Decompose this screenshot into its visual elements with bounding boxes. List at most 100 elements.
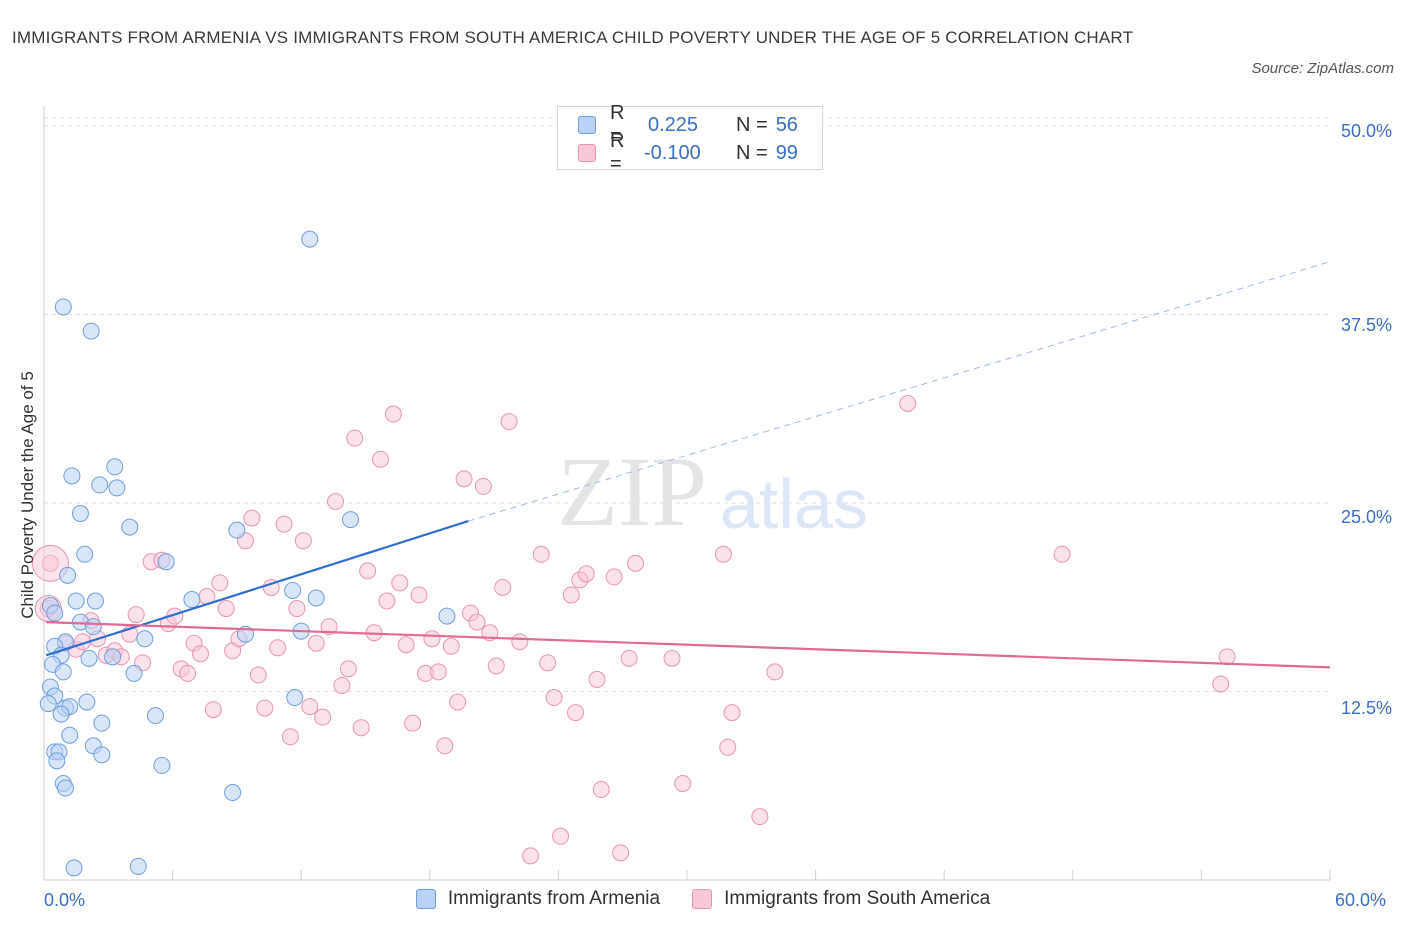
point-armenia: [125, 664, 143, 682]
point-armenia: [286, 689, 304, 707]
point-south-america: [605, 568, 623, 586]
y-tick-label-50: 50.0%: [1340, 121, 1392, 141]
point-armenia: [46, 604, 64, 622]
chart-title: IMMIGRANTS FROM ARMENIA VS IMMIGRANTS FR…: [12, 28, 1134, 47]
point-south-america: [487, 657, 505, 675]
x-tick-label-max: 60.0%: [1335, 890, 1387, 910]
y-tick-label-25: 25.0%: [1340, 507, 1392, 527]
point-south-america: [314, 708, 332, 726]
watermark: ZIP atlas: [557, 436, 868, 547]
legend-swatch-south-america: [692, 889, 713, 909]
point-armenia: [157, 553, 175, 571]
point-south-america: [404, 714, 422, 732]
legend-item-armenia[interactable]: Immigrants from Armenia: [415, 888, 661, 910]
watermark-atlas: atlas: [720, 465, 868, 543]
point-armenia: [136, 630, 154, 648]
point-south-america: [468, 613, 486, 631]
y-tick-label-12-5: 12.5%: [1340, 698, 1392, 718]
legend-label-south-america: Immigrants from South America: [724, 888, 991, 909]
point-south-america: [204, 701, 222, 719]
legend-r-value-south-america: -0.100: [644, 141, 701, 164]
point-armenia: [183, 591, 201, 609]
legend-n-value-south-america: 99: [775, 141, 798, 164]
point-armenia: [341, 511, 359, 529]
legend-n-label: N =: [736, 113, 768, 136]
point-south-america: [723, 704, 741, 722]
point-south-america: [378, 592, 396, 610]
gridlines: [44, 117, 1330, 692]
point-armenia: [71, 505, 89, 523]
point-armenia: [91, 476, 109, 494]
point-armenia: [129, 857, 147, 875]
point-south-america: [384, 405, 402, 423]
point-south-america: [511, 633, 529, 651]
point-south-america: [562, 586, 580, 604]
legend-label-armenia: Immigrants from Armenia: [447, 888, 661, 909]
point-armenia: [39, 695, 57, 713]
point-armenia: [80, 649, 98, 667]
point-south-america: [612, 844, 630, 862]
point-armenia: [153, 756, 171, 774]
point-south-america: [217, 600, 235, 618]
point-south-america: [359, 562, 377, 580]
point-south-america: [577, 565, 595, 583]
point-south-america: [333, 676, 351, 694]
point-south-america: [436, 737, 454, 755]
point-armenia: [93, 714, 111, 732]
legend-item-south-america[interactable]: Immigrants from South America: [692, 888, 990, 910]
point-armenia: [59, 566, 77, 584]
point-south-america: [522, 847, 540, 865]
point-south-america: [243, 509, 261, 527]
point-south-america: [256, 699, 274, 717]
axes: [43, 106, 1331, 881]
legend-r-label: R =: [610, 102, 625, 147]
legend-row-south-america: R = -0.100 N = 99: [578, 130, 798, 175]
correlation-legend: R = 0.225 N = 56 R = -0.100 N = 99: [557, 102, 823, 175]
point-armenia: [82, 322, 100, 340]
point-armenia: [78, 693, 96, 711]
point-armenia: [54, 663, 72, 681]
point-south-america: [281, 728, 299, 746]
point-south-america: [429, 663, 447, 681]
point-south-america: [500, 413, 518, 431]
point-south-america: [674, 774, 692, 792]
point-armenia: [56, 779, 74, 797]
point-south-america: [410, 586, 428, 604]
point-armenia: [65, 859, 83, 877]
point-armenia: [86, 592, 104, 610]
point-armenia: [106, 458, 124, 476]
point-south-america: [301, 698, 319, 716]
legend-n-label: N =: [736, 141, 768, 164]
y-tick-label-37-5: 37.5%: [1340, 315, 1392, 335]
point-armenia: [104, 648, 122, 666]
point-south-america: [663, 649, 681, 667]
point-armenia: [438, 607, 456, 625]
point-armenia: [224, 784, 242, 802]
point-south-america: [346, 429, 364, 447]
point-south-america: [372, 450, 390, 468]
point-armenia: [61, 726, 79, 744]
point-south-america: [766, 663, 784, 681]
legend-swatch-armenia: [578, 116, 596, 134]
point-south-america: [391, 574, 409, 592]
point-armenia: [284, 581, 302, 599]
point-south-america: [494, 578, 512, 596]
point-armenia: [76, 545, 94, 563]
point-south-america: [899, 394, 917, 412]
point-south-america: [442, 637, 460, 655]
point-south-america: [249, 666, 267, 684]
legend-swatch-south-america: [578, 144, 596, 162]
point-south-america: [455, 470, 473, 488]
point-south-america: [397, 636, 415, 654]
point-south-america: [532, 545, 550, 563]
point-south-america: [719, 738, 737, 756]
chart-source: Source: ZipAtlas.com: [1251, 60, 1394, 77]
series-south-america-points: [31, 394, 1236, 865]
point-south-america: [751, 808, 769, 826]
x-tick-label-min: 0.0%: [44, 890, 86, 910]
point-south-america: [620, 649, 638, 667]
point-south-america: [307, 634, 325, 652]
legend-row-armenia: R = 0.225 N = 56: [578, 102, 798, 147]
point-south-america: [474, 477, 492, 495]
